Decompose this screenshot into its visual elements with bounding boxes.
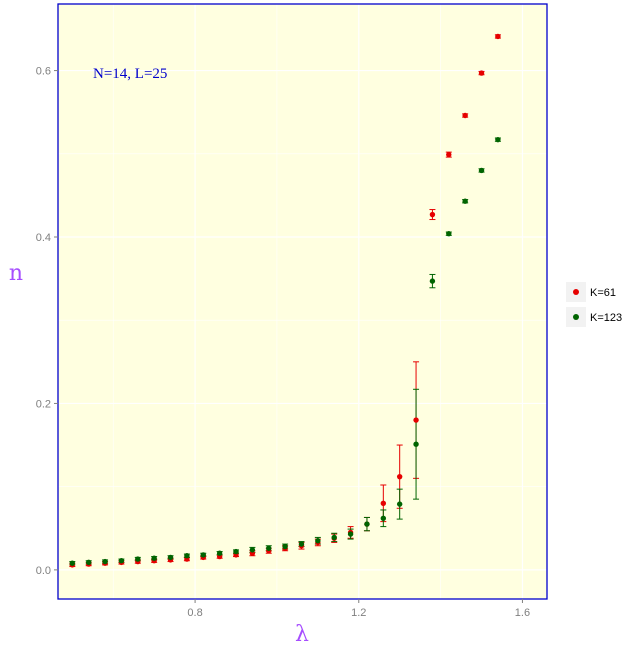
- plot-panel: [58, 4, 547, 599]
- grid-lines: [58, 4, 547, 599]
- data-point: [478, 167, 485, 174]
- data-point: [446, 230, 452, 237]
- data-point: [446, 151, 452, 158]
- data-point: [429, 278, 436, 284]
- data-point: [135, 556, 141, 562]
- data-point: [495, 33, 501, 40]
- data-point: [167, 554, 174, 561]
- data-point: [249, 547, 256, 553]
- y-tick-label: 0.6: [36, 66, 51, 78]
- data-point: [478, 70, 485, 76]
- data-point: [151, 555, 157, 561]
- data-point: [282, 543, 288, 550]
- y-tick-label: 0.4: [36, 232, 51, 244]
- data-points: [69, 33, 501, 568]
- data-point: [200, 552, 206, 558]
- axis-ticks: 0.8 1.2 1.6 0.0 0.2 0.4 0.6: [36, 66, 530, 619]
- data-point: [413, 417, 419, 423]
- data-point: [495, 136, 501, 143]
- data-point: [315, 538, 321, 544]
- data-point: [462, 198, 468, 204]
- y-tick-label: 0.0: [36, 565, 51, 577]
- y-axis-title: n: [9, 261, 23, 286]
- data-point: [396, 473, 403, 480]
- data-point: [118, 558, 125, 564]
- x-tick-label: 1.6: [515, 607, 530, 619]
- data-point: [184, 553, 190, 559]
- x-axis-title: λ: [295, 622, 309, 647]
- x-tick-label: 1.2: [351, 607, 366, 619]
- chart-annotation: N=14, L=25: [93, 66, 167, 82]
- legend: K=61 K=123: [566, 282, 622, 327]
- legend-marker: [573, 314, 579, 320]
- data-point: [429, 211, 436, 218]
- data-point: [85, 559, 92, 566]
- legend-label: K=123: [590, 312, 622, 324]
- data-point: [380, 515, 387, 521]
- x-tick-label: 0.8: [187, 607, 202, 619]
- data-point: [413, 441, 419, 447]
- data-point: [233, 548, 239, 555]
- data-point: [266, 545, 272, 551]
- data-point: [298, 541, 305, 547]
- data-point: [347, 531, 354, 537]
- data-point: [380, 500, 387, 507]
- plot-border: [57, 3, 548, 600]
- data-point: [462, 112, 468, 119]
- legend-label: K=61: [590, 287, 616, 299]
- data-point: [69, 560, 76, 566]
- data-point: [102, 558, 108, 565]
- legend-marker: [573, 289, 579, 295]
- data-point: [364, 521, 370, 527]
- data-point: [331, 534, 337, 541]
- data-point: [216, 550, 223, 556]
- y-tick-label: 0.2: [36, 398, 51, 410]
- data-point: [396, 501, 403, 507]
